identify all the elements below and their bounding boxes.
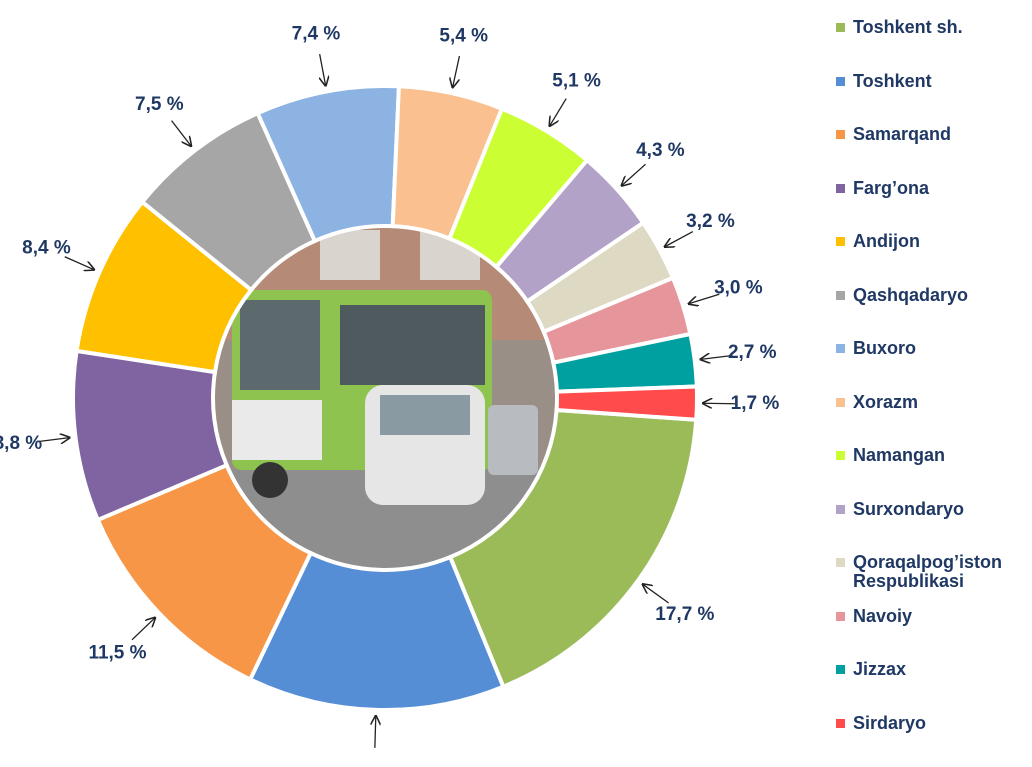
legend-item: Samarqand [836, 125, 1032, 179]
legend-swatch [836, 130, 845, 139]
label-arrow [132, 618, 155, 640]
legend-swatch [836, 23, 845, 32]
legend-item: Surxondaryo [836, 500, 1032, 554]
label-arrow [453, 56, 460, 87]
legend-swatch [836, 184, 845, 193]
legend-label: Sirdaryo [853, 714, 926, 733]
data-label: 8,8 % [0, 433, 42, 454]
legend-swatch [836, 451, 845, 460]
legend-item: Andijon [836, 232, 1032, 286]
data-label: 1,7 % [731, 393, 780, 414]
legend-swatch [836, 505, 845, 514]
legend: Toshkent sh. Toshkent Samarqand Farg’ona And… [836, 18, 1032, 767]
legend-item: Jizzax [836, 660, 1032, 714]
legend-item: Buxoro [836, 339, 1032, 393]
legend-item: Qashqadaryo [836, 286, 1032, 340]
legend-label: Toshkent sh. [853, 18, 963, 37]
data-label: 3,0 % [714, 277, 763, 298]
label-arrow [550, 99, 567, 126]
data-label: 3,2 % [686, 211, 735, 232]
data-label: 8,4 % [22, 238, 71, 259]
data-label: 5,4 % [439, 25, 488, 46]
label-arrow [665, 232, 693, 247]
legend-label: Jizzax [853, 660, 906, 679]
label-arrow [375, 716, 376, 748]
data-label: 4,3 % [636, 140, 685, 161]
label-arrow [643, 584, 669, 603]
legend-label: Namangan [853, 446, 945, 465]
legend-label: Qashqadaryo [853, 286, 968, 305]
legend-swatch [836, 344, 845, 353]
legend-swatch [836, 719, 845, 728]
label-arrow [172, 121, 192, 146]
legend-item: Xorazm [836, 393, 1032, 447]
legend-swatch [836, 77, 845, 86]
legend-label: Surxondaryo [853, 500, 964, 519]
data-label: 7,5 % [135, 94, 184, 115]
data-label: 11,5 % [88, 643, 146, 664]
legend-item: Qoraqalpog’iston Respublikasi [836, 553, 1032, 607]
legend-item: Namangan [836, 446, 1032, 500]
data-label: 7,4 % [292, 24, 341, 45]
legend-label: Samarqand [853, 125, 951, 144]
data-label: 2,7 % [728, 342, 777, 363]
legend-item: Navoiy [836, 607, 1032, 661]
legend-label: Qoraqalpog’iston Respublikasi [853, 553, 1032, 591]
legend-item: Toshkent [836, 72, 1032, 126]
legend-swatch [836, 291, 845, 300]
legend-swatch [836, 558, 845, 567]
legend-swatch [836, 237, 845, 246]
legend-label: Xorazm [853, 393, 918, 412]
chart: 17,7 %13,3 %11,5 %8,8 %8,4 %7,5 %7,4 %5,… [0, 0, 830, 755]
legend-label: Toshkent [853, 72, 932, 91]
legend-swatch [836, 612, 845, 621]
legend-item: Toshkent sh. [836, 18, 1032, 72]
legend-label: Buxoro [853, 339, 916, 358]
data-label: 17,7 % [655, 604, 714, 625]
label-arrow [320, 54, 326, 85]
label-arrow [622, 164, 646, 185]
label-arrow [38, 438, 70, 442]
legend-label: Farg’ona [853, 179, 929, 198]
legend-swatch [836, 398, 845, 407]
legend-item: Sirdaryo [836, 714, 1032, 767]
legend-item: Farg’ona [836, 179, 1032, 233]
data-label: 5,1 % [552, 70, 601, 91]
legend-label: Andijon [853, 232, 920, 251]
legend-label: Navoiy [853, 607, 912, 626]
legend-swatch [836, 665, 845, 674]
